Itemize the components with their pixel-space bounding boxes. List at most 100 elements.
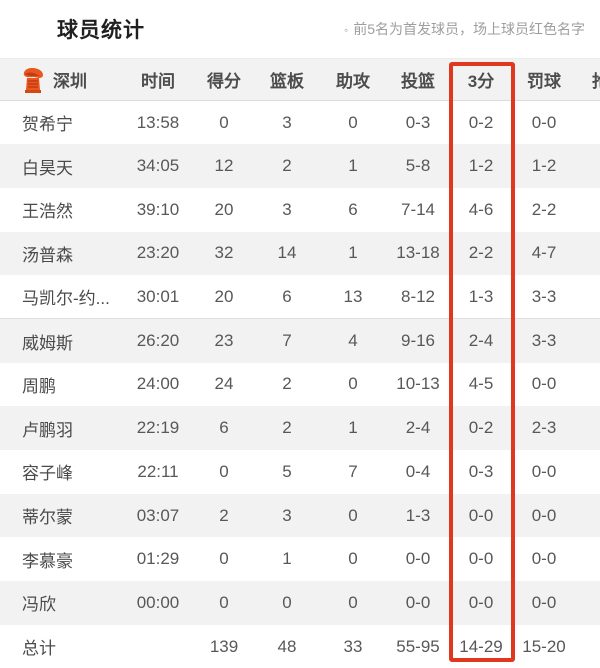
table-row: 冯欣 00:00 0 0 0 0-0 0-0 0-0: [0, 581, 600, 625]
cell-three-points: 1-3: [450, 275, 512, 320]
cell-points: 6: [219, 418, 229, 438]
cell-time: 23:20: [136, 243, 180, 263]
player-name: 卢鹏羽: [22, 420, 73, 440]
header-bar: 球员统计 ◦ 前5名为首发球员，场上球员红色名字: [0, 0, 600, 58]
cell-field-goals: 1-3: [405, 505, 431, 525]
cell-field-goals: 13-18: [396, 243, 440, 263]
cell-free-throws: 1-2: [531, 156, 557, 176]
cell-points: 0: [219, 549, 229, 569]
cell-rebounds: 5: [282, 461, 292, 481]
cell-points: 2: [219, 505, 229, 525]
player-name: 威姆斯: [22, 333, 73, 353]
col-header-assists: 助攻: [320, 58, 386, 101]
cell-three-points: 4-5: [468, 374, 494, 394]
table-total-row: 总计 139 48 33 55-95 14-29 15-20: [0, 624, 600, 668]
cell-steals: [576, 625, 600, 668]
cell-time: 22:11: [137, 461, 179, 481]
cell-rebounds: 7: [282, 331, 292, 351]
cell-points: 139: [209, 636, 239, 656]
cell-field-goals: 0-0: [405, 549, 431, 569]
player-name: 冯欣: [22, 595, 56, 615]
cell-points: 20: [194, 275, 254, 320]
col-header-free-throws: 罚球: [512, 58, 576, 101]
cell-field-goals: 7-14: [400, 199, 436, 219]
cell-assists: 33: [343, 636, 363, 656]
table-row: 贺希宁 13:58 0 3 0 0-3 0-2 0-0: [0, 100, 600, 145]
cell-rebounds: 2: [282, 374, 292, 394]
cell-free-throws: 15-20: [522, 636, 566, 656]
cell-rebounds: 1: [282, 549, 292, 569]
cell-time: 39:10: [136, 199, 180, 219]
cell-steals: [576, 275, 600, 320]
cell-rebounds: 3: [282, 505, 292, 525]
col-header-points: 得分: [194, 58, 254, 101]
col-header-steals: 抢断: [576, 58, 600, 101]
player-name: 蒂尔蒙: [22, 508, 73, 528]
player-name: 汤普森: [22, 245, 73, 265]
cell-assists: 0: [348, 592, 358, 612]
cell-assists: 7: [348, 461, 358, 481]
cell-three-points: 0-0: [468, 549, 494, 569]
cell-field-goals: 8-12: [386, 275, 450, 320]
cell-three-points: 0-0: [468, 505, 494, 525]
cell-assists: 0: [348, 505, 358, 525]
table-row: 周鹏 24:00 24 2 0 10-13 4-5 0-0: [0, 362, 600, 407]
cell-free-throws: 3-3: [512, 275, 576, 320]
cell-steals: [576, 101, 600, 145]
player-name: 容子峰: [22, 464, 73, 484]
cell-steals: [576, 537, 600, 581]
cell-time: [122, 625, 194, 668]
cell-field-goals: 0-0: [405, 592, 431, 612]
table-row: 李慕豪 01:29 0 1 0 0-0 0-0 0-0: [0, 537, 600, 582]
cell-field-goals: 2-4: [405, 418, 431, 438]
cell-assists: 0: [348, 549, 358, 569]
note-text: 前5名为首发球员，场上球员红色名字: [353, 21, 585, 37]
cell-assists: 0: [348, 112, 358, 132]
team-name: 深圳: [53, 72, 87, 91]
cell-time: 26:20: [136, 331, 180, 351]
cell-steals: [576, 581, 600, 625]
player-name: 白昊天: [22, 158, 73, 178]
cell-assists: 0: [348, 374, 358, 394]
cell-rebounds: 2: [282, 156, 292, 176]
cell-assists: 13: [320, 275, 386, 320]
player-name: 周鹏: [22, 376, 56, 396]
cell-steals: [576, 319, 600, 363]
cell-steals: [576, 144, 600, 188]
cell-points: 0: [219, 112, 229, 132]
cell-time: 30:01: [122, 275, 194, 320]
cell-three-points: 1-2: [468, 156, 494, 176]
cell-field-goals: 0-3: [405, 112, 431, 132]
cell-points: 24: [214, 374, 234, 394]
cell-three-points: 14-29: [459, 636, 503, 656]
player-name: 王浩然: [22, 202, 73, 222]
cell-points: 12: [214, 156, 234, 176]
cell-rebounds: 48: [277, 636, 297, 656]
shenzhen-team-logo-icon: [23, 67, 43, 93]
cell-points: 32: [214, 243, 234, 263]
page-title: 球员统计: [57, 19, 145, 42]
col-header-rebounds: 篮板: [254, 58, 320, 101]
cell-points: 20: [214, 199, 234, 219]
table-row: 蒂尔蒙 03:07 2 3 0 1-3 0-0 0-0: [0, 493, 600, 538]
cell-steals: [576, 188, 600, 232]
team-header-cell: 深圳: [0, 58, 122, 101]
cell-time: 34:05: [136, 156, 180, 176]
total-label: 总计: [22, 639, 56, 659]
cell-steals: [576, 232, 600, 276]
table-row: 汤普森 23:20 32 14 1 13-18 2-2 4-7: [0, 231, 600, 276]
cell-assists: 4: [348, 331, 358, 351]
cell-steals: [576, 363, 600, 407]
cell-free-throws: 4-7: [531, 243, 557, 263]
cell-field-goals: 10-13: [396, 374, 440, 394]
col-header-time: 时间: [122, 58, 194, 101]
cell-rebounds: 14: [277, 243, 297, 263]
cell-field-goals: 0-4: [405, 461, 431, 481]
cell-free-throws: 2-3: [531, 418, 557, 438]
cell-rebounds: 3: [282, 199, 292, 219]
cell-rebounds: 6: [254, 275, 320, 320]
cell-free-throws: 0-0: [531, 374, 557, 394]
cell-assists: 1: [348, 243, 358, 263]
cell-rebounds: 3: [282, 112, 292, 132]
table-header-row: 深圳 时间 得分 篮板 助攻 投篮 3分 罚球 抢断: [0, 58, 600, 101]
